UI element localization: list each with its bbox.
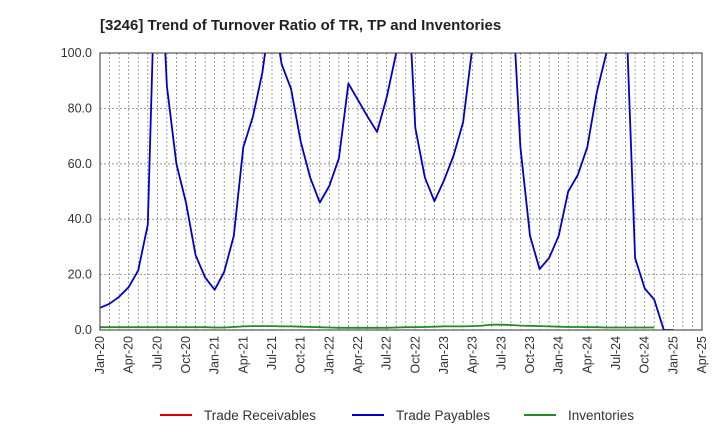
x-tick-label: Jan-23 (437, 336, 451, 374)
y-tick-label: 100.0 (61, 46, 92, 60)
series-lines (100, 53, 674, 330)
y-axis-ticks: 0.0 20.0 40.0 60.0 80.0 100.0 (61, 46, 92, 337)
y-tick-label: 60.0 (68, 157, 92, 171)
y-tick-label: 20.0 (68, 268, 92, 282)
x-tick-label: Jul-24 (609, 336, 623, 370)
x-tick-label: Apr-25 (695, 336, 709, 374)
series-line-inventories (100, 323, 655, 329)
legend-item-inventories: Inventories (524, 408, 634, 423)
legend-item-trade-receivables: Trade Receivables (160, 408, 316, 423)
grid (100, 53, 702, 330)
x-tick-label: Jan-21 (208, 336, 222, 374)
x-tick-label: Apr-22 (351, 336, 365, 374)
legend-label: Trade Payables (396, 408, 490, 423)
x-tick-label: Oct-21 (294, 336, 308, 374)
x-tick-label: Oct-24 (638, 336, 652, 374)
legend-label: Inventories (568, 408, 634, 423)
y-tick-label: 0.0 (75, 323, 92, 337)
x-tick-label: Apr-20 (122, 336, 136, 374)
x-tick-label: Jan-20 (93, 336, 107, 374)
plot-frame (99, 52, 703, 331)
x-tick-label: Oct-20 (179, 336, 193, 374)
x-tick-label: Jan-24 (552, 336, 566, 374)
x-tick-label: Apr-21 (236, 336, 250, 374)
x-tick-label: Jan-22 (322, 336, 336, 374)
x-tick-label: Apr-24 (580, 336, 594, 374)
x-tick-label: Jul-21 (265, 336, 279, 370)
y-tick-label: 80.0 (68, 101, 92, 115)
y-tick-label: 40.0 (68, 212, 92, 226)
x-tick-label: Apr-23 (466, 336, 480, 374)
x-tick-label: Jul-20 (150, 336, 164, 370)
x-tick-label: Jan-25 (666, 336, 680, 374)
x-axis-ticks: Jan-20 Apr-20 Jul-20 Oct-20 Jan-21 Apr-21 Jul-… (93, 336, 709, 374)
x-tick-label: Jul-23 (494, 336, 508, 370)
x-tick-label: Jul-22 (380, 336, 394, 370)
x-tick-label: Oct-22 (408, 336, 422, 374)
legend-label: Trade Receivables (204, 408, 316, 423)
series-line-trade-payables (100, 53, 674, 330)
legend: Trade Receivables Trade Payables Inventori… (160, 408, 634, 423)
chart-title: [3246] Trend of Turnover Ratio of TR, TP… (100, 17, 501, 34)
legend-item-trade-payables: Trade Payables (352, 408, 490, 423)
x-tick-label: Oct-23 (523, 336, 537, 374)
